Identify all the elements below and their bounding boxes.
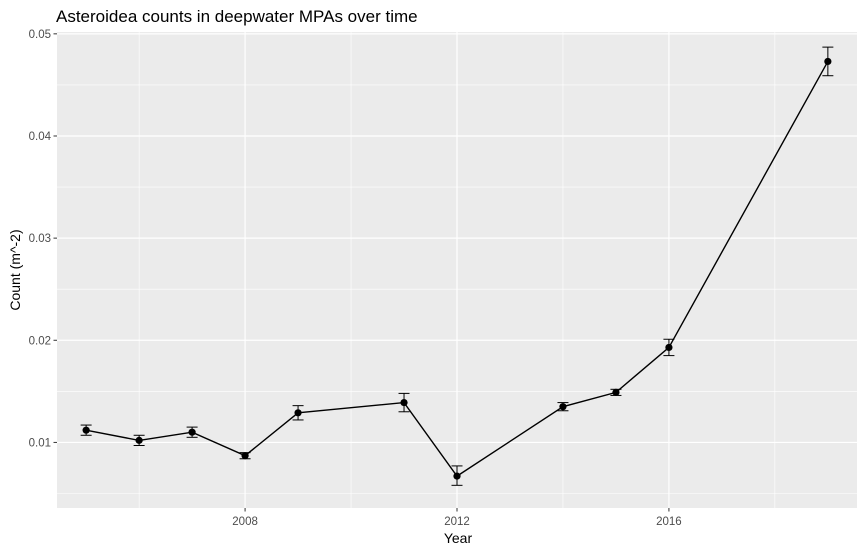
- major-gridlines: [57, 32, 857, 508]
- y-axis: 0.01 0.02 0.03 0.04 0.05: [29, 29, 57, 449]
- data-point: [665, 343, 673, 352]
- x-tick-label: 2016: [656, 516, 682, 528]
- chart-title: Asteroidea counts in deepwater MPAs over…: [56, 7, 418, 26]
- data-point: [453, 472, 461, 480]
- series-layer: [80, 46, 834, 486]
- y-tick-label: 0.01: [29, 437, 51, 449]
- y-tick-label: 0.02: [29, 335, 51, 347]
- x-axis-label: Year: [444, 530, 473, 546]
- x-axis: 2008 2012 2016: [232, 508, 682, 528]
- data-point: [82, 426, 90, 434]
- y-axis-label: Count (m^-2): [7, 229, 23, 310]
- data-point: [188, 428, 196, 436]
- y-tick-label: 0.04: [29, 131, 52, 143]
- data-point: [559, 403, 567, 411]
- x-tick-label: 2012: [444, 516, 470, 528]
- data-point: [135, 436, 143, 444]
- data-point: [612, 388, 620, 396]
- y-tick-label: 0.03: [29, 233, 51, 245]
- y-tick-label: 0.05: [29, 29, 51, 41]
- data-point: [294, 409, 302, 417]
- x-tick-label: 2008: [232, 516, 258, 528]
- data-point: [241, 452, 249, 460]
- data-point: [400, 398, 408, 407]
- data-point: [824, 57, 832, 66]
